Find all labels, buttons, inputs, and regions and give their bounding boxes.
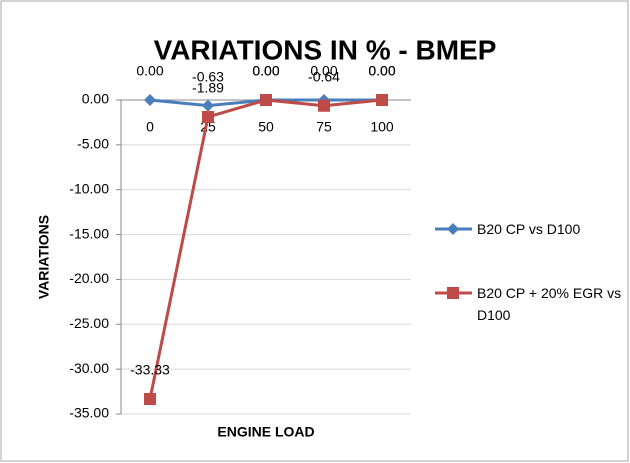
- y-tick-label: -25.00: [69, 315, 109, 331]
- point: [202, 110, 214, 123]
- data-label: 0.00: [136, 63, 163, 79]
- point: [202, 99, 214, 112]
- data-label: -33.33: [130, 362, 170, 378]
- legend-label: B20 CP + 20% EGR vs D100: [477, 285, 622, 323]
- y-tick-label: -20.00: [69, 270, 109, 286]
- y-tick-label: 0.00: [82, 91, 109, 107]
- point: [376, 94, 388, 106]
- point: [144, 393, 156, 406]
- y-tick-label: -15.00: [69, 225, 109, 241]
- data-label: 0.00: [252, 63, 279, 79]
- legend-marker: [447, 287, 459, 299]
- x-tick-label: 75: [316, 119, 332, 135]
- y-tick-label: -30.00: [69, 360, 109, 376]
- data-label: -0.64: [308, 68, 340, 84]
- x-tick-label: 50: [258, 119, 274, 135]
- x-tick-label: 0: [146, 119, 154, 135]
- data-label: 0.00: [368, 63, 395, 79]
- legend-label: B20 CP vs D100: [477, 221, 581, 237]
- point: [260, 94, 272, 106]
- data-label: -1.89: [192, 80, 224, 96]
- y-axis-label: VARIATIONS: [36, 215, 52, 299]
- y-tick-label: -35.00: [69, 405, 109, 421]
- point: [144, 94, 156, 106]
- x-axis-label: ENGINE LOAD: [217, 424, 314, 440]
- y-tick-label: -5.00: [77, 136, 109, 152]
- data-label: 0.00: [368, 63, 395, 79]
- chart-title: VARIATIONS IN % - BMEP: [154, 34, 497, 65]
- data-label: 0.00: [252, 63, 279, 79]
- data-label: 0.00: [310, 63, 337, 79]
- legend-marker: [447, 223, 459, 235]
- y-tick-label: -10.00: [69, 180, 109, 196]
- data-label: -0.63: [192, 68, 224, 84]
- x-tick-label: 100: [370, 119, 394, 135]
- point: [318, 99, 330, 112]
